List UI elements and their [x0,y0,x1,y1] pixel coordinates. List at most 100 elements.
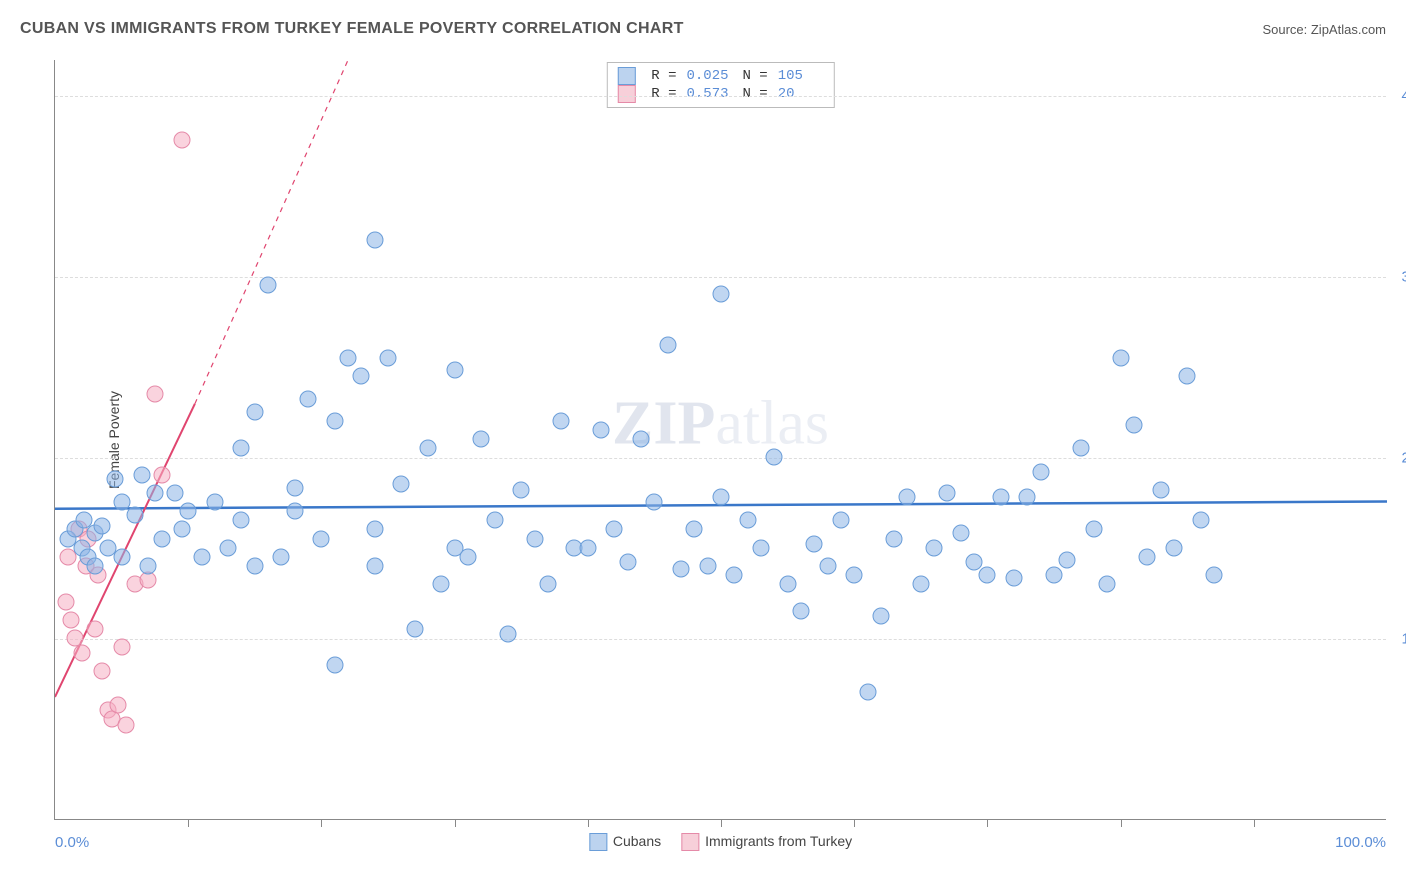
scatter-point-cubans [1019,488,1036,505]
scatter-point-cubans [380,349,397,366]
gridline-h [55,96,1386,97]
scatter-point-cubans [153,530,170,547]
scatter-point-cubans [419,440,436,457]
scatter-point-cubans [686,521,703,538]
scatter-point-cubans [633,431,650,448]
xtick [1254,819,1255,827]
xtick [854,819,855,827]
scatter-point-cubans [1165,539,1182,556]
scatter-point-cubans [659,336,676,353]
scatter-point-cubans [1112,349,1129,366]
scatter-point-cubans [1072,440,1089,457]
scatter-point-turkey [109,697,126,714]
scatter-point-turkey [57,593,74,610]
ytick-label: 30.0% [1392,269,1406,286]
xtick [987,819,988,827]
legend-label-turkey: Immigrants from Turkey [705,833,852,849]
scatter-point-cubans [140,557,157,574]
scatter-point-cubans [220,539,237,556]
scatter-point-cubans [1032,463,1049,480]
legend-label-cubans: Cubans [613,833,661,849]
source-attribution: Source: ZipAtlas.com [1262,22,1386,37]
scatter-point-cubans [966,554,983,571]
scatter-point-cubans [126,507,143,524]
scatter-point-cubans [673,561,690,578]
scatter-point-cubans [406,621,423,638]
scatter-point-cubans [619,554,636,571]
scatter-point-turkey [153,467,170,484]
scatter-point-cubans [952,525,969,542]
xtick [1121,819,1122,827]
legend-item-turkey: Immigrants from Turkey [681,833,852,851]
scatter-point-cubans [113,548,130,565]
bottom-legend: Cubans Immigrants from Turkey [589,833,852,851]
scatter-point-cubans [819,557,836,574]
scatter-point-cubans [1179,367,1196,384]
scatter-point-cubans [606,521,623,538]
scatter-point-cubans [1152,481,1169,498]
scatter-point-cubans [366,521,383,538]
scatter-point-turkey [113,639,130,656]
scatter-point-cubans [899,488,916,505]
scatter-point-cubans [113,494,130,511]
scatter-point-cubans [886,530,903,547]
scatter-point-cubans [366,557,383,574]
scatter-point-cubans [553,412,570,429]
scatter-point-cubans [86,557,103,574]
scatter-point-cubans [133,467,150,484]
xtick [321,819,322,827]
scatter-point-cubans [93,517,110,534]
scatter-point-cubans [353,367,370,384]
scatter-point-cubans [792,602,809,619]
scatter-point-cubans [872,608,889,625]
scatter-point-cubans [286,503,303,520]
scatter-point-turkey [140,572,157,589]
scatter-point-cubans [433,575,450,592]
scatter-point-turkey [73,644,90,661]
scatter-point-cubans [446,362,463,379]
swatch-pink-icon [681,833,699,851]
scatter-point-cubans [779,575,796,592]
chart-title: CUBAN VS IMMIGRANTS FROM TURKEY FEMALE P… [20,20,684,38]
ytick-label: 40.0% [1392,88,1406,105]
scatter-point-turkey [62,611,79,628]
ytick-label: 20.0% [1392,450,1406,467]
gridline-h [55,639,1386,640]
scatter-point-cubans [912,575,929,592]
xtick [455,819,456,827]
scatter-point-cubans [233,440,250,457]
scatter-point-cubans [146,485,163,502]
scatter-point-cubans [193,548,210,565]
scatter-point-cubans [766,449,783,466]
scatter-point-cubans [1085,521,1102,538]
gridline-h [55,458,1386,459]
scatter-point-cubans [166,485,183,502]
scatter-point-cubans [1059,552,1076,569]
xtick [721,819,722,827]
scatter-point-cubans [313,530,330,547]
scatter-point-cubans [233,512,250,529]
ytick-label: 10.0% [1392,631,1406,648]
scatter-point-cubans [1006,570,1023,587]
scatter-point-cubans [106,470,123,487]
scatter-point-cubans [1046,566,1063,583]
trendline-overlay [55,60,1387,820]
scatter-point-cubans [1192,512,1209,529]
scatter-point-cubans [366,231,383,248]
scatter-point-cubans [246,403,263,420]
scatter-point-cubans [539,575,556,592]
scatter-point-cubans [459,548,476,565]
scatter-point-cubans [832,512,849,529]
scatter-point-cubans [260,277,277,294]
scatter-point-cubans [726,566,743,583]
x-axis-max-label: 100.0% [1335,834,1386,851]
scatter-point-cubans [859,684,876,701]
scatter-point-cubans [739,512,756,529]
scatter-point-cubans [992,488,1009,505]
x-axis-min-label: 0.0% [55,834,89,851]
scatter-point-cubans [593,421,610,438]
scatter-point-cubans [979,566,996,583]
scatter-point-cubans [273,548,290,565]
scatter-point-cubans [846,566,863,583]
scatter-point-cubans [1205,566,1222,583]
